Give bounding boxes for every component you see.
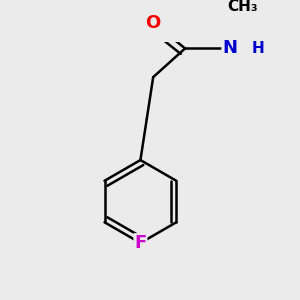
- Text: CH₃: CH₃: [227, 0, 258, 14]
- Text: O: O: [146, 14, 161, 32]
- Text: F: F: [134, 234, 147, 252]
- Text: N: N: [222, 39, 237, 57]
- Text: H: H: [252, 41, 265, 56]
